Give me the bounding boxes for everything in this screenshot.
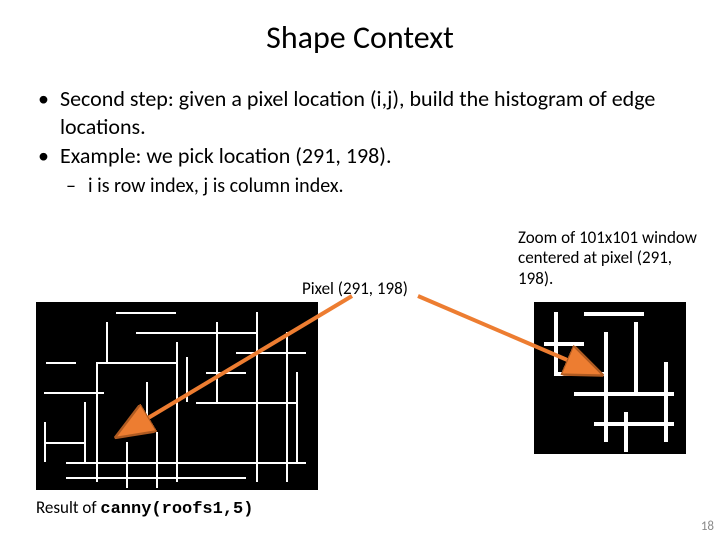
bullet-item-2: Example: we pick location (291, 198).	[38, 142, 690, 170]
bullet-list: Second step: given a pixel location (i,j…	[0, 85, 720, 199]
canny-edge-image	[36, 302, 318, 490]
slide-title: Shape Context	[0, 0, 720, 85]
bullet-sub-1: i is row index, j is column index.	[38, 174, 690, 199]
zoom-edge-image	[534, 302, 686, 454]
result-code: canny(roofs1,5)	[100, 500, 253, 519]
bullet-item-1: Second step: given a pixel location (i,j…	[38, 85, 690, 140]
pixel-label: Pixel (291, 198)	[302, 278, 408, 299]
result-text: Result of	[36, 497, 100, 518]
result-caption: Result of canny(roofs1,5)	[36, 497, 253, 519]
zoom-caption: Zoom of 101x101 window centered at pixel…	[518, 228, 698, 289]
page-number: 18	[701, 519, 714, 534]
